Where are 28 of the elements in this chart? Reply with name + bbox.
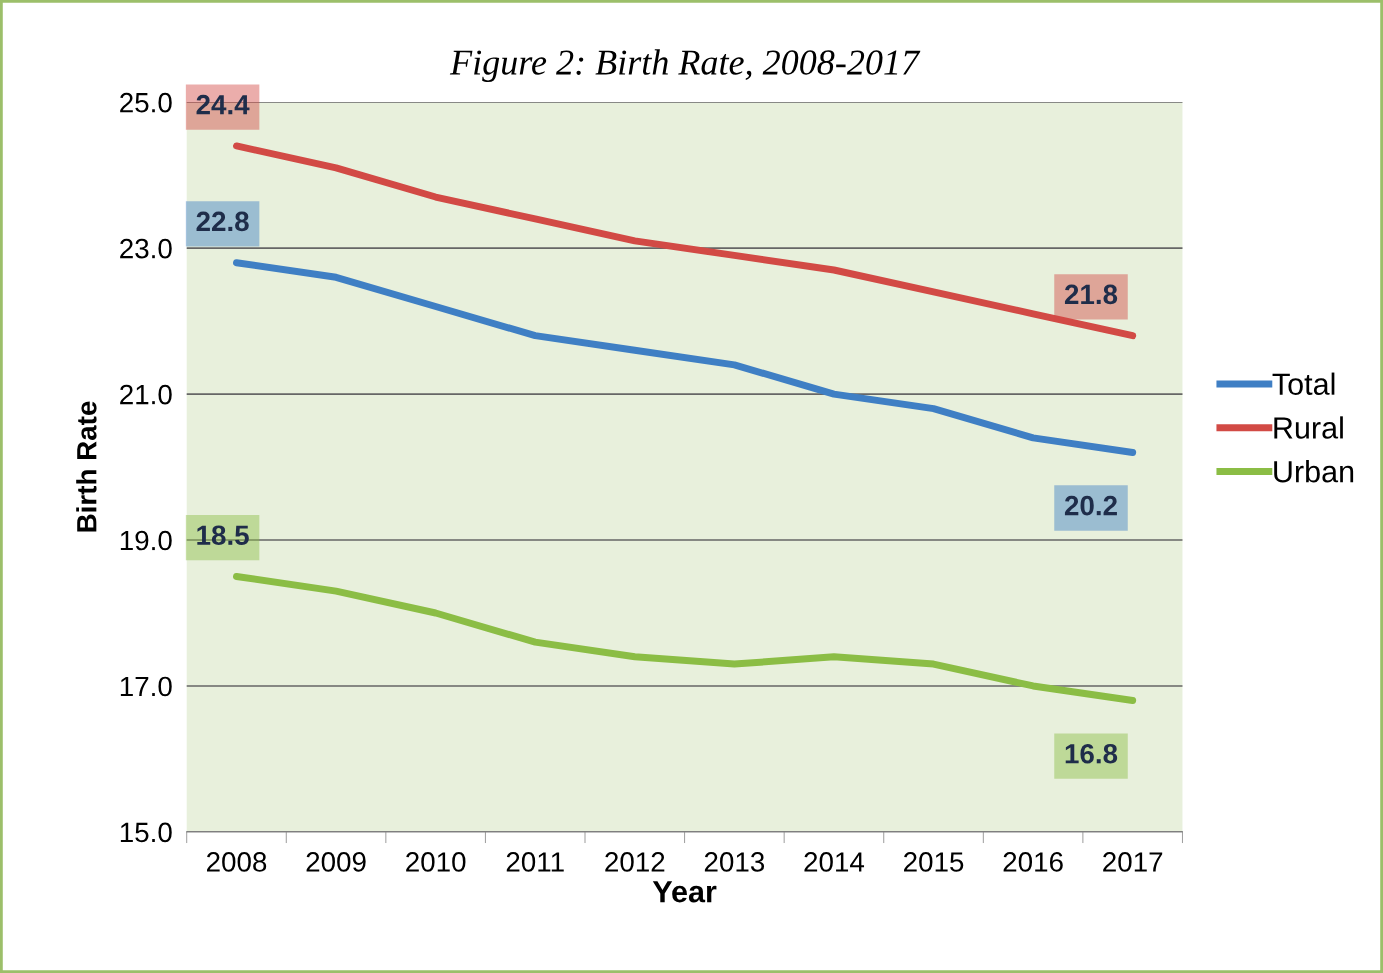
x-tick-label: 2008: [207, 852, 267, 872]
x-tick-label: 2015: [904, 852, 964, 872]
legend-label: Urban: [1274, 460, 1354, 483]
x-tick-label: 2014: [804, 852, 865, 872]
data-label: 16.8: [1065, 743, 1118, 764]
y-axis-title: Birth Rate: [76, 401, 97, 532]
y-tick-label: 17.0: [120, 676, 172, 697]
x-tick-label: 2013: [704, 852, 765, 872]
y-tick-label: 23.0: [120, 238, 172, 259]
data-label: 21.8: [1064, 284, 1118, 305]
y-tick-label: 21.0: [120, 384, 172, 405]
x-tick-label: 2009: [306, 852, 366, 872]
data-label: 20.2: [1064, 495, 1117, 516]
y-tick-label: 25.0: [120, 92, 172, 113]
x-tick-label: 2017: [1103, 852, 1163, 872]
data-label: 18.5: [197, 525, 249, 546]
x-tick-label: 2011: [506, 852, 564, 872]
x-tick-label: 2016: [1003, 852, 1063, 872]
x-tick-label: 2010: [406, 852, 466, 872]
x-tick-label: 2012: [605, 852, 665, 872]
legend-label: Rural: [1274, 416, 1343, 439]
x-axis-title: Year: [652, 881, 717, 903]
legend-label: Total: [1272, 372, 1335, 395]
chart-title: Figure 2: Birth Rate, 2008-2017: [449, 49, 921, 83]
y-tick-label: 19.0: [120, 530, 172, 551]
data-label: 22.8: [196, 211, 249, 232]
y-tick-label: 15.0: [120, 822, 172, 843]
data-label: 24.4: [196, 94, 250, 115]
